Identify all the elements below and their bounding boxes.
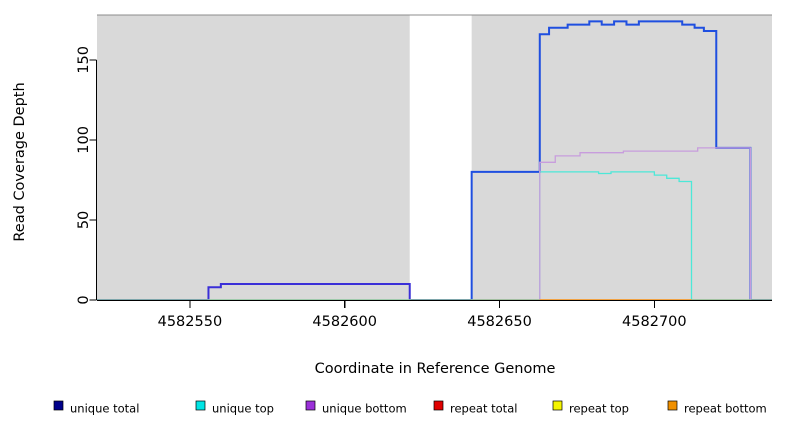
legend-label: repeat top: [569, 402, 629, 416]
shaded-region: [97, 15, 410, 300]
y-axis-tick-label: 100: [76, 126, 92, 154]
legend-swatch: [552, 400, 563, 411]
legend-item[interactable]: unique total: [53, 400, 139, 416]
series-line: [470, 20, 772, 301]
x-axis-label: Coordinate in Reference Genome: [315, 361, 556, 377]
axes: 0 50 100 150 4582550 4582600 4582650 4582700: [76, 46, 772, 330]
legend-label: unique total: [70, 402, 139, 416]
x-axis-tick-label: 4582550: [158, 314, 223, 330]
legend-label: unique bottom: [322, 402, 407, 416]
plot-shaded-regions: [97, 14, 772, 300]
legend-swatch: [667, 400, 678, 411]
series-line: [97, 171, 772, 301]
legend-item[interactable]: unique top: [195, 400, 274, 416]
y-axis-tick-label: 150: [76, 46, 92, 74]
x-axis-tick-label: 4582600: [312, 314, 377, 330]
shaded-region: [471, 15, 772, 300]
legend-swatch: [305, 400, 316, 411]
legend-label: unique top: [212, 402, 274, 416]
legend-swatch: [195, 400, 206, 411]
legend-label: repeat total: [450, 402, 517, 416]
x-axis-tick-label: 4582700: [622, 314, 687, 330]
legend-item[interactable]: repeat bottom: [667, 400, 767, 416]
legend-label: repeat bottom: [684, 402, 767, 416]
y-axis-tick-label: 0: [76, 295, 92, 304]
legend-item[interactable]: repeat total: [433, 400, 517, 416]
legend-swatch: [433, 400, 444, 411]
series-line: [97, 147, 772, 301]
y-axis-tick-label: 50: [76, 211, 92, 229]
chart-legend: unique total unique top unique bottom repea…: [53, 400, 767, 416]
x-axis-tick-label: 4582650: [467, 314, 532, 330]
series-line: [97, 282, 472, 301]
legend-item[interactable]: unique bottom: [305, 400, 407, 416]
legend-swatch: [53, 400, 64, 411]
legend-item[interactable]: repeat top: [552, 400, 629, 416]
y-axis-label: Read Coverage Depth: [12, 82, 28, 241]
